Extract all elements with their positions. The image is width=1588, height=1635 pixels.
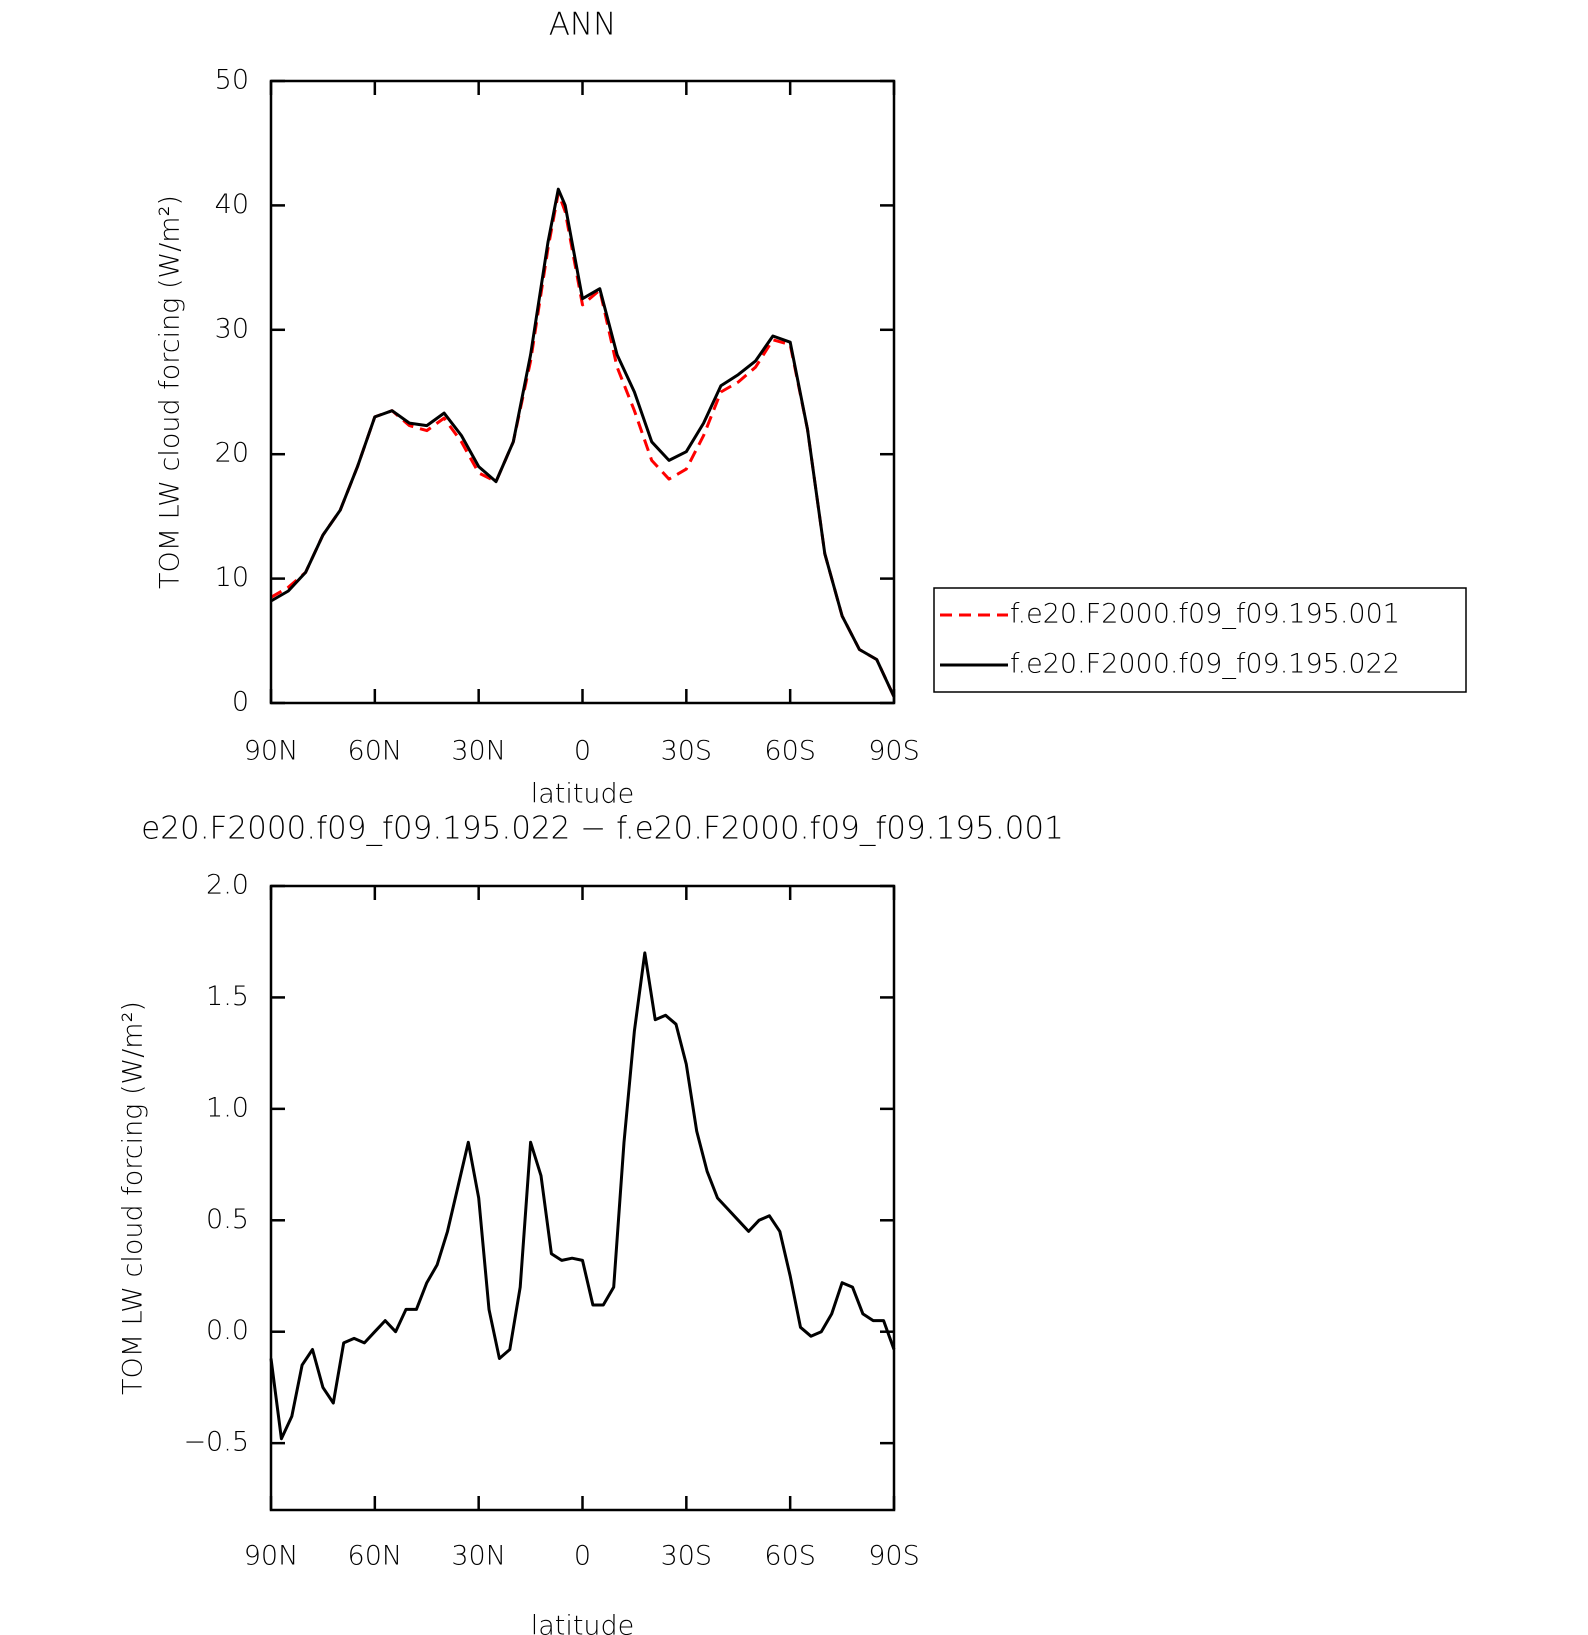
x-tick-label: 60N [348, 736, 403, 767]
x-tick-label: 30N [451, 1541, 506, 1572]
legend-label: f.e20.F2000.f09_f09.195.001 [1010, 599, 1400, 630]
x-tick-label: 0 [574, 1541, 591, 1572]
y-tick-label: 0.5 [206, 1204, 249, 1235]
x-tick-label: 90N [244, 1541, 299, 1572]
x-tick-label: 60S [764, 736, 816, 767]
chart-title: e20.F2000.f09_f09.195.022 − f.e20.F2000.… [141, 811, 1064, 847]
x-tick-label: 90S [868, 736, 920, 767]
x-tick-label: 60S [764, 1541, 816, 1572]
y-tick-label: 1.0 [206, 1092, 249, 1123]
y-tick-label: −0.5 [183, 1427, 249, 1458]
y-axis-label: TOM LW cloud forcing (W/m²) [155, 195, 186, 589]
x-tick-label: 60N [348, 1541, 403, 1572]
data-line [269, 951, 896, 1441]
y-tick-label: 20 [215, 438, 249, 469]
x-tick-label: 30S [661, 736, 713, 767]
y-tick-label: 0 [232, 687, 249, 718]
x-axis-label: latitude [531, 1611, 635, 1635]
data-line [270, 187, 896, 698]
y-tick-label: 2.0 [206, 870, 249, 901]
legend-box [933, 587, 1467, 693]
y-tick-label: 10 [215, 562, 249, 593]
x-tick-label: 90N [244, 736, 299, 767]
y-tick-label: 1.5 [206, 981, 249, 1012]
plot-frame [269, 884, 896, 1512]
y-tick-label: 40 [215, 189, 249, 220]
x-tick-label: 90S [868, 1541, 920, 1572]
legend-label: f.e20.F2000.f09_f09.195.022 [1010, 649, 1400, 680]
chart-title: ANN [549, 7, 617, 43]
x-tick-label: 30N [451, 736, 506, 767]
y-tick-label: 50 [215, 65, 249, 96]
y-tick-label: 0.0 [206, 1315, 249, 1346]
plot-frame [269, 79, 896, 705]
y-axis-label: TOM LW cloud forcing (W/m²) [118, 1001, 149, 1395]
x-tick-label: 30S [661, 1541, 713, 1572]
x-axis-label: latitude [531, 779, 635, 810]
x-tick-label: 0 [574, 736, 591, 767]
y-tick-label: 30 [215, 313, 249, 344]
